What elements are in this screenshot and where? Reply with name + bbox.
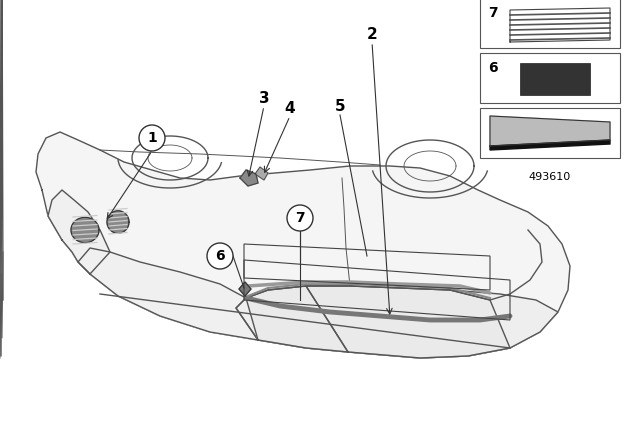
Polygon shape	[490, 140, 610, 150]
Polygon shape	[490, 116, 610, 146]
Text: 6: 6	[488, 61, 498, 75]
FancyBboxPatch shape	[520, 63, 590, 95]
Polygon shape	[78, 248, 258, 340]
Text: 493610: 493610	[529, 172, 571, 182]
Text: 6: 6	[215, 249, 225, 263]
Text: 1: 1	[147, 131, 157, 145]
Text: 3: 3	[259, 90, 269, 105]
FancyBboxPatch shape	[480, 0, 620, 48]
Polygon shape	[306, 286, 510, 358]
Polygon shape	[255, 167, 268, 180]
Circle shape	[139, 125, 165, 151]
FancyBboxPatch shape	[480, 108, 620, 158]
Circle shape	[287, 205, 313, 231]
Circle shape	[207, 243, 233, 269]
Text: 7: 7	[488, 6, 498, 20]
Polygon shape	[36, 132, 570, 358]
Polygon shape	[107, 211, 129, 233]
Text: 5: 5	[335, 99, 346, 113]
Text: 4: 4	[285, 100, 295, 116]
Polygon shape	[239, 282, 251, 296]
Polygon shape	[48, 190, 110, 274]
Text: 2: 2	[367, 26, 378, 42]
Polygon shape	[240, 170, 258, 186]
FancyBboxPatch shape	[480, 53, 620, 103]
Polygon shape	[236, 286, 558, 358]
Polygon shape	[246, 286, 348, 352]
Text: 7: 7	[295, 211, 305, 225]
Polygon shape	[71, 217, 99, 243]
